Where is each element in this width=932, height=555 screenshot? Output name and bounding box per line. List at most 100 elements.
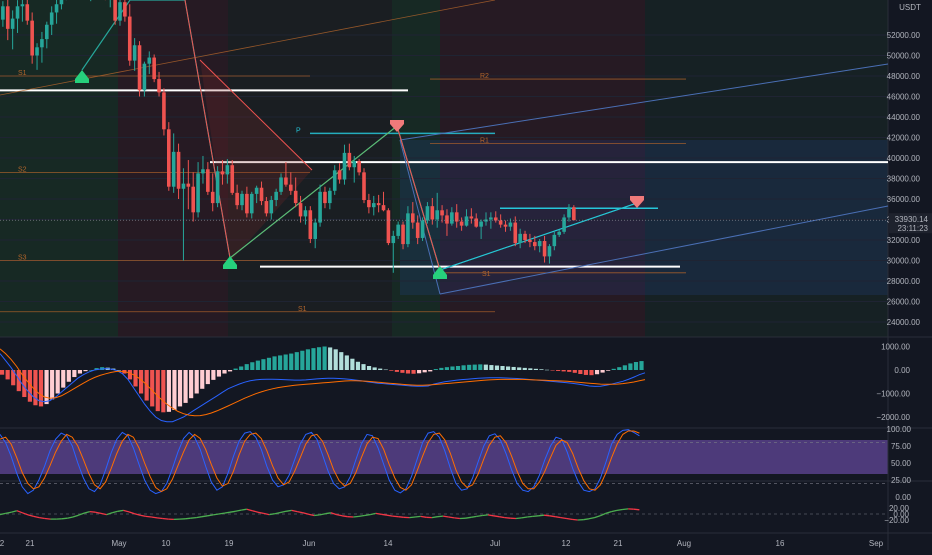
- momentum-segment: [151, 517, 157, 518]
- candle[interactable]: [572, 205, 576, 220]
- macd-histogram-bar: [228, 370, 232, 371]
- macd-histogram-bar: [423, 370, 427, 372]
- macd-histogram-bar: [317, 347, 321, 370]
- macd-histogram-bar: [61, 370, 65, 388]
- time-tick-label: 14: [384, 539, 393, 548]
- candle-body: [313, 223, 317, 239]
- macd-histogram-bar: [206, 370, 210, 384]
- macd-histogram-bar: [306, 349, 310, 370]
- candle-body: [172, 152, 176, 187]
- candle-body: [299, 203, 303, 216]
- candle-body: [562, 217, 566, 231]
- momentum-segment: [516, 518, 522, 519]
- momentum-segment: [533, 516, 539, 517]
- macd-histogram-bar: [200, 370, 204, 389]
- momentum-segment: [90, 512, 96, 513]
- candle-body: [411, 213, 415, 222]
- candle-body: [274, 192, 278, 200]
- macd-histogram-bar: [539, 369, 543, 370]
- macd-histogram-bar: [528, 368, 532, 370]
- macd-tick-label: −1000.00: [876, 390, 910, 399]
- candle[interactable]: [216, 166, 220, 207]
- momentum-segment: [219, 513, 225, 514]
- candle-body: [133, 45, 137, 60]
- candle-body: [21, 4, 25, 6]
- macd-histogram-bar: [606, 370, 610, 371]
- macd-histogram-bar: [384, 370, 388, 371]
- candle-body: [548, 246, 552, 256]
- momentum-segment: [387, 515, 393, 516]
- candle-body: [338, 170, 342, 179]
- momentum-segment: [623, 509, 629, 510]
- candle-body: [533, 242, 537, 246]
- candle[interactable]: [162, 88, 166, 135]
- candle-body: [377, 203, 381, 205]
- momentum-segment: [398, 517, 404, 518]
- momentum-segment: [62, 518, 68, 519]
- macd-histogram-bar: [417, 370, 421, 373]
- candle[interactable]: [309, 206, 313, 243]
- macd-histogram-bar: [56, 370, 60, 394]
- momentum-segment: [191, 518, 197, 519]
- candle[interactable]: [421, 217, 425, 241]
- macd-histogram-bar: [250, 362, 254, 370]
- macd-histogram-bar: [473, 365, 477, 370]
- macd-histogram-bar: [183, 370, 187, 403]
- macd-histogram-bar: [67, 370, 71, 382]
- candle-body: [40, 39, 44, 47]
- macd-histogram-bar: [462, 365, 466, 370]
- macd-histogram-bar: [133, 370, 137, 386]
- time-tick-label: 16: [776, 539, 785, 548]
- candle[interactable]: [138, 41, 142, 96]
- candle-body: [230, 165, 234, 193]
- macd-histogram-bar: [584, 370, 588, 375]
- macd-histogram-bar: [512, 367, 516, 370]
- candle[interactable]: [167, 122, 171, 191]
- macd-histogram-bar: [272, 356, 276, 370]
- price-tick-label: 28000.00: [887, 277, 921, 286]
- macd-histogram-bar: [634, 362, 638, 370]
- momentum-segment: [443, 516, 449, 517]
- currency-label: USDT: [899, 3, 921, 12]
- candle[interactable]: [387, 208, 391, 245]
- macd-histogram-bar: [256, 361, 260, 370]
- macd-tick-label: 1000.00: [881, 343, 910, 352]
- candle-body: [157, 79, 161, 92]
- momentum-segment: [393, 516, 399, 517]
- candle-body: [440, 210, 444, 215]
- candle-body: [25, 4, 29, 20]
- candle-body: [367, 200, 371, 207]
- macd-histogram-bar: [289, 354, 293, 370]
- macd-histogram-bar: [545, 370, 549, 371]
- macd-histogram-bar: [350, 359, 354, 370]
- momentum-segment: [45, 519, 51, 520]
- momentum-segment: [583, 519, 589, 520]
- candle-body: [309, 210, 313, 239]
- price-tick-label: 32000.00: [887, 236, 921, 245]
- macd-histogram-bar: [83, 370, 87, 371]
- time-tick-label: May: [111, 539, 126, 548]
- candle[interactable]: [230, 160, 234, 195]
- momentum-segment: [325, 513, 331, 514]
- macd-histogram-bar: [0, 370, 4, 375]
- momentum-segment: [466, 517, 472, 518]
- macd-histogram-bar: [261, 359, 265, 370]
- candle-body: [567, 207, 571, 217]
- candle-body: [470, 216, 474, 218]
- candle-body: [352, 161, 356, 167]
- candle-body: [328, 191, 332, 203]
- candle[interactable]: [152, 54, 156, 82]
- momentum-segment: [550, 516, 556, 517]
- price-tick-label: 40000.00: [887, 154, 921, 163]
- candle-body: [235, 193, 239, 205]
- macd-histogram-bar: [300, 351, 304, 370]
- candle[interactable]: [362, 168, 366, 203]
- macd-histogram-bar: [467, 365, 471, 370]
- macd-histogram-bar: [450, 366, 454, 370]
- macd-histogram-bar: [562, 370, 566, 371]
- candle-body: [523, 234, 527, 240]
- macd-histogram-bar: [328, 347, 332, 370]
- candle-body: [416, 223, 420, 238]
